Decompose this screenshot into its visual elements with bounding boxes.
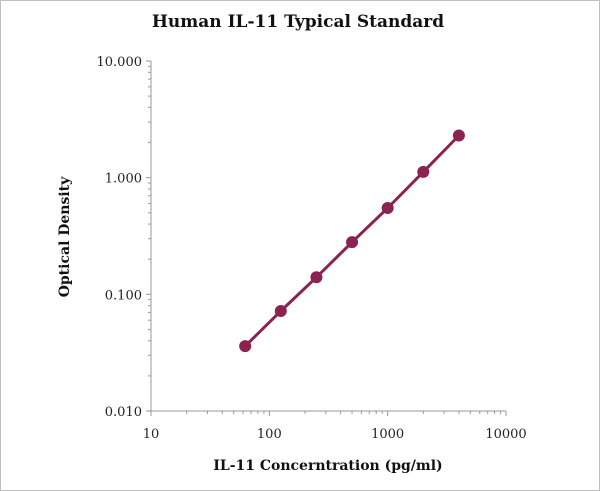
axes: [150, 61, 506, 412]
data-point: [239, 340, 252, 353]
x-tick-label: 10000: [485, 427, 526, 442]
data-point: [310, 271, 323, 284]
chart-title: Human IL-11 Typical Standard: [152, 12, 444, 32]
data-point: [381, 201, 394, 214]
y-axis-label: Optical Density: [57, 176, 73, 297]
x-tick-label: 100: [257, 427, 282, 442]
data-point: [417, 165, 430, 178]
y-tick-label: 0.010: [105, 405, 142, 420]
data-point: [452, 129, 465, 142]
tick-labels: 10 100 1000 10000 0.010 0.100 1.000 10.000: [97, 55, 527, 442]
x-tick-label: 1000: [371, 427, 404, 442]
x-axis-label: IL-11 Concerntration (pg/ml): [213, 458, 442, 474]
data-point: [274, 304, 287, 317]
y-tick-label: 0.100: [105, 288, 142, 303]
x-tick-label: 10: [143, 427, 160, 442]
ticks: [146, 60, 507, 416]
series: [239, 129, 465, 353]
data-point: [346, 236, 359, 249]
y-tick-label: 10.000: [97, 55, 143, 70]
y-tick-label: 1.000: [105, 172, 142, 187]
